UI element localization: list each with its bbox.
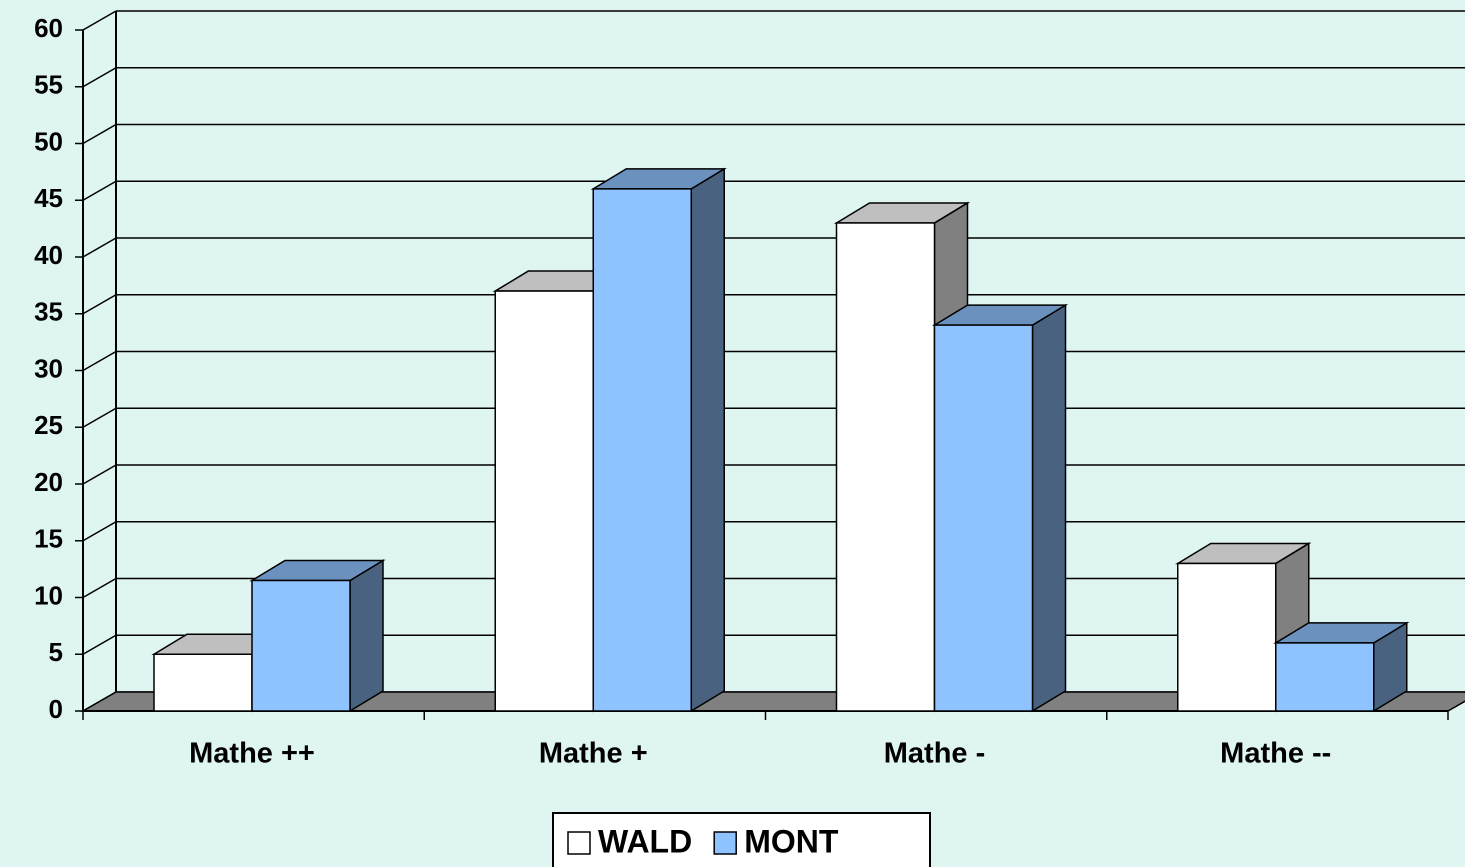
- legend-label: WALD: [598, 823, 692, 859]
- side-grid-line: [82, 577, 117, 599]
- y-tick-label: 10: [34, 580, 63, 610]
- x-tick-label: Mathe ++: [189, 738, 315, 770]
- bar: [1273, 621, 1410, 713]
- side-grid-line: [82, 237, 117, 258]
- y-tick-label: 0: [49, 694, 63, 724]
- bar-front: [933, 324, 1034, 712]
- legend-label: MONT: [744, 823, 839, 859]
- bar-front: [1177, 562, 1277, 712]
- y-tick-label: 20: [34, 467, 63, 497]
- bar: [1175, 542, 1312, 713]
- bar-front: [153, 653, 253, 712]
- side-grid-line: [82, 180, 117, 201]
- bar: [590, 167, 727, 713]
- y-tick-label: 15: [34, 524, 63, 554]
- side-grid-line: [82, 294, 117, 315]
- y-tick-label: 5: [49, 637, 63, 667]
- bar-side: [1031, 303, 1067, 713]
- legend-swatch: [567, 831, 591, 855]
- y-tick-label: 35: [34, 297, 63, 327]
- y-tick-label: 45: [34, 183, 63, 213]
- side-grid-line: [82, 10, 117, 31]
- y-tick-label: 25: [34, 410, 63, 440]
- bar-side: [349, 559, 384, 713]
- bar: [249, 559, 386, 713]
- x-tick-label: Mathe +: [539, 738, 648, 770]
- x-tick-label: Mathe -: [884, 738, 986, 770]
- bar-side: [690, 167, 725, 713]
- side-grid-line: [82, 521, 117, 542]
- x-tick-label: Mathe --: [1220, 738, 1331, 770]
- bar-front: [1275, 642, 1375, 712]
- side-grid-line: [82, 350, 117, 372]
- side-grid-line: [82, 123, 117, 145]
- bar-front: [494, 290, 594, 712]
- y-tick-label: 40: [34, 240, 63, 270]
- y-tick-label: 30: [34, 353, 63, 383]
- side-grid-line: [82, 464, 117, 485]
- bar-front: [592, 188, 692, 712]
- side-grid-line: [82, 407, 117, 428]
- bar-front: [251, 579, 351, 712]
- legend-swatch: [713, 831, 737, 855]
- y-tick-label: 55: [34, 70, 63, 100]
- y-tick-label: 50: [34, 126, 63, 156]
- side-grid-line: [82, 634, 117, 655]
- bar-front: [835, 222, 936, 712]
- bar: [931, 303, 1069, 713]
- side-grid-line: [82, 67, 117, 88]
- y-tick-label: 60: [34, 13, 63, 43]
- legend-box: [552, 812, 931, 867]
